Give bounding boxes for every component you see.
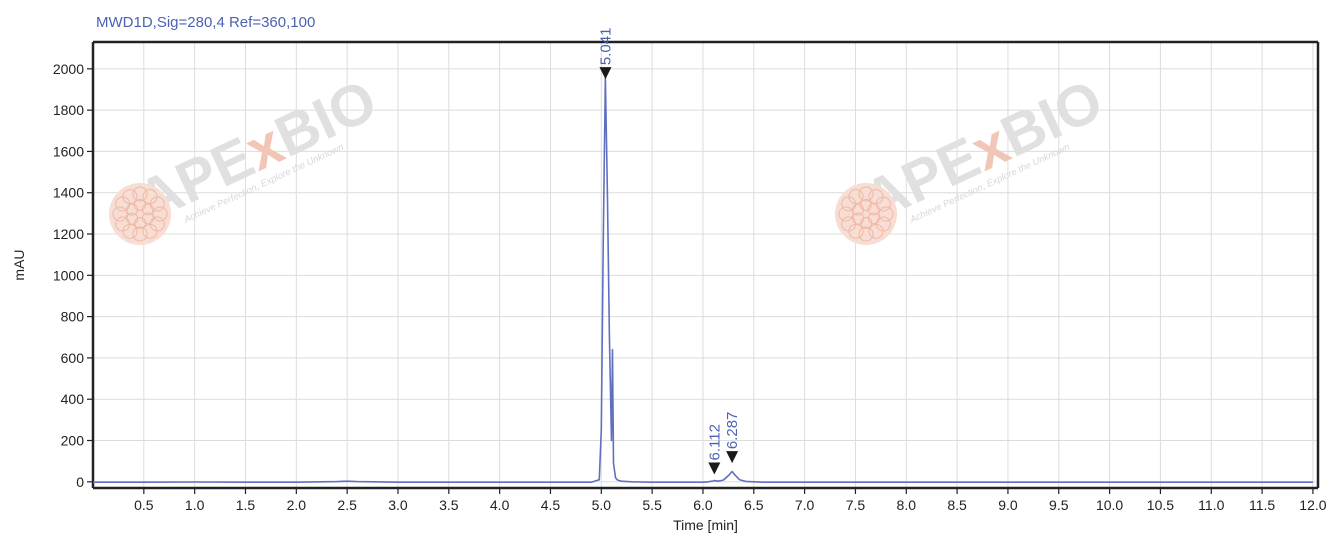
logo-petal [858,186,874,202]
peak-marker [726,451,739,464]
x-tick-label: 10.5 [1147,497,1174,513]
logo-petal [868,223,884,239]
x-tick-label: 4.0 [490,497,510,513]
y-tick-label: 800 [61,309,85,325]
logo-petal [141,203,154,216]
y-tick-label: 2000 [53,61,84,77]
y-tick-label: 400 [61,391,85,407]
x-tick-label: 5.0 [592,497,612,513]
logo-petal [122,189,138,205]
y-tick-label: 200 [61,433,85,449]
peak-marker [708,462,721,475]
y-tick-label: 1200 [53,226,84,242]
apexbio-watermark-right: APExBIO Achieve Perfection, Explore the … [854,67,1112,234]
logo-disc [835,183,897,245]
peak-marker [599,67,612,80]
x-tick-label: 12.0 [1299,497,1326,513]
y-tick-label: 1800 [53,102,84,118]
plot-frame [91,40,1320,490]
peak-label: 5.041 [597,28,614,66]
signal-trace [93,76,1313,484]
x-tick-label: 2.0 [287,497,307,513]
x-tick-label: 1.5 [236,497,256,513]
logo-petal [142,223,158,239]
x-tick-label: 10.0 [1096,497,1123,513]
logo-petal [112,206,128,222]
logo-petal [878,206,894,222]
y-tick-label: 1000 [53,267,84,283]
logo-petal [132,226,148,242]
x-tick-label: 2.5 [337,497,357,513]
apexbio-logo-right [835,183,897,245]
y-tick-label: 600 [61,350,85,366]
x-tick-label: 8.5 [947,497,967,513]
logo-petal [133,199,146,212]
x-tick-label: 9.5 [1049,497,1069,513]
logo-petal [858,226,874,242]
logo-petal [838,206,854,222]
x-tick-label: 11.5 [1249,497,1275,513]
logo-petal [860,216,873,229]
logo-petal [152,206,168,222]
y-axis-label: mAU [11,249,27,280]
series-layer [93,76,1313,484]
x-tick-label: 11.0 [1198,497,1224,513]
logo-petal [867,203,880,216]
logo-petal [859,199,872,212]
peak-label: 6.112 [706,424,723,460]
x-tick-label: 9.0 [998,497,1018,513]
x-tick-label: 6.5 [744,497,764,513]
y-tick-label: 0 [76,474,84,490]
x-tick-label: 7.0 [795,497,815,513]
x-tick-label: 1.0 [185,497,205,513]
logo-petal [848,189,864,205]
signal-title: MWD1D,Sig=280,4 Ref=360,100 [96,14,315,31]
y-tick-label: 1600 [53,143,84,159]
peak-label: 6.287 [724,412,741,450]
x-tick-label: 4.5 [541,497,561,513]
peak-markers: 5.041 6.112 6.287 [597,28,741,475]
y-axis-ticks: 0 200 400 600 800 1000 1200 1400 1600 1800 2000 [53,61,93,490]
x-tick-label: 7.5 [846,497,866,513]
x-axis-ticks: 0.5 1.0 1.5 2.0 2.5 3.0 3.5 4.0 4.5 5.0 5.5 6.0 6.5 7… [134,488,1327,513]
logo-petal [852,212,865,225]
apexbio-logo-left [109,183,171,245]
x-tick-label: 3.0 [388,497,408,513]
logo-disc [109,183,171,245]
logo-petal [134,216,147,229]
logo-petal [126,212,139,225]
y-tick-label: 1400 [53,185,84,201]
x-tick-label: 6.0 [693,497,713,513]
x-axis-label: Time [min] [673,517,738,533]
x-tick-label: 0.5 [134,497,154,513]
x-tick-label: 8.0 [897,497,917,513]
x-tick-label: 5.5 [642,497,662,513]
logo-petal [132,186,148,202]
x-tick-label: 3.5 [439,497,459,513]
